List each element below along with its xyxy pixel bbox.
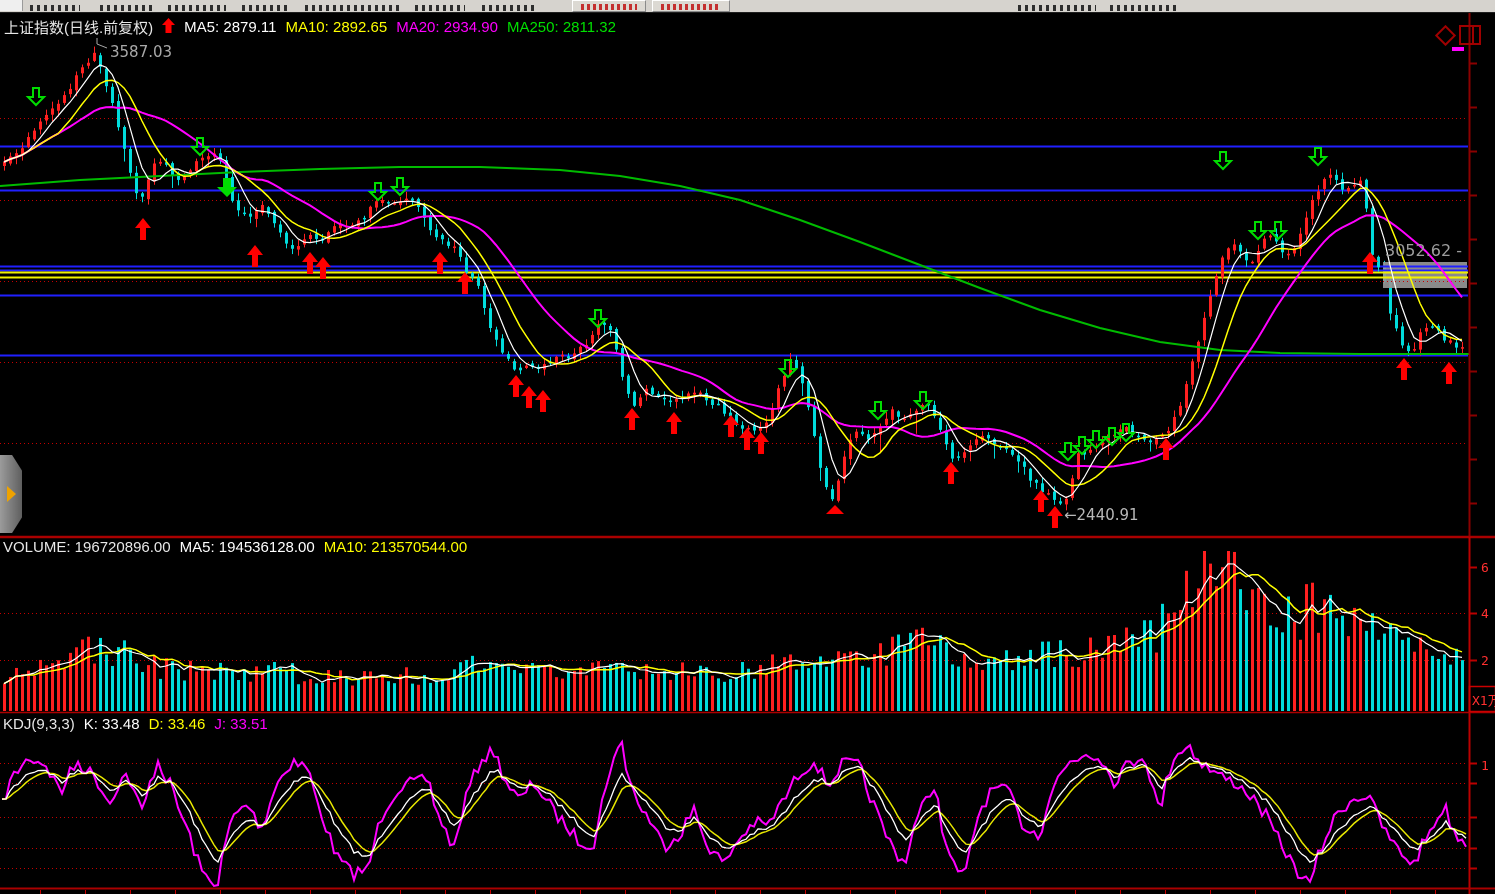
clipped-red-text: [581, 4, 637, 10]
menu-item[interactable]: [30, 5, 80, 11]
kdj-chart-canvas[interactable]: [0, 714, 1495, 894]
volume-header: VOLUME: 196720896.00 MA5: 194536128.00 M…: [3, 539, 467, 556]
kdj-j-value: J: 33.51: [214, 716, 268, 733]
ma5-value: MA5: 2879.11: [184, 19, 277, 36]
ma10-value: MA10: 2892.65: [285, 19, 388, 36]
kdj-name: KDJ(9,3,3): [3, 716, 75, 733]
app-logo: [0, 0, 23, 11]
menu-item[interactable]: [1018, 5, 1096, 11]
menu-item[interactable]: [305, 5, 400, 11]
ma250-value: MA250: 2811.32: [506, 19, 616, 36]
volume-chart-canvas[interactable]: [0, 537, 1495, 714]
vol-ma5-value: MA5: 194536128.00: [179, 539, 315, 556]
instrument-title: 上证指数(日线.前复权): [4, 20, 154, 37]
clipped-red-text: [661, 4, 721, 10]
window-pane-divider: [1472, 27, 1474, 43]
main-chart-header: 上证指数(日线.前复权) MA5: 2879.11 MA10: 2892.65 …: [4, 17, 616, 38]
top-menu-bar[interactable]: [0, 0, 1495, 13]
kdj-k-value: K: 33.48: [83, 716, 140, 733]
vol-ma10-value: MA10: 213570544.00: [323, 539, 468, 556]
menu-item[interactable]: [482, 5, 537, 11]
menu-item[interactable]: [242, 5, 290, 11]
candlestick-chart-canvas[interactable]: [0, 13, 1495, 537]
menu-button-red-1[interactable]: [572, 0, 646, 12]
sidebar-expand-handle[interactable]: [0, 455, 22, 533]
window-layout-icon[interactable]: [1459, 25, 1481, 45]
volume-value: VOLUME: 196720896.00: [3, 539, 171, 556]
expand-arrow-icon: [7, 486, 16, 502]
menu-item[interactable]: [100, 5, 155, 11]
kdj-d-value: D: 33.46: [148, 716, 206, 733]
menu-item[interactable]: [415, 5, 465, 11]
menu-button-red-2[interactable]: [652, 0, 730, 12]
kdj-header: KDJ(9,3,3) K: 33.48 D: 33.46 J: 33.51: [3, 716, 268, 733]
buy-signal-icon: [162, 18, 176, 37]
ma20-value: MA20: 2934.90: [396, 19, 498, 36]
selected-line-handle[interactable]: [1452, 47, 1464, 51]
menu-item[interactable]: [1110, 5, 1180, 11]
menu-item[interactable]: [168, 5, 226, 11]
